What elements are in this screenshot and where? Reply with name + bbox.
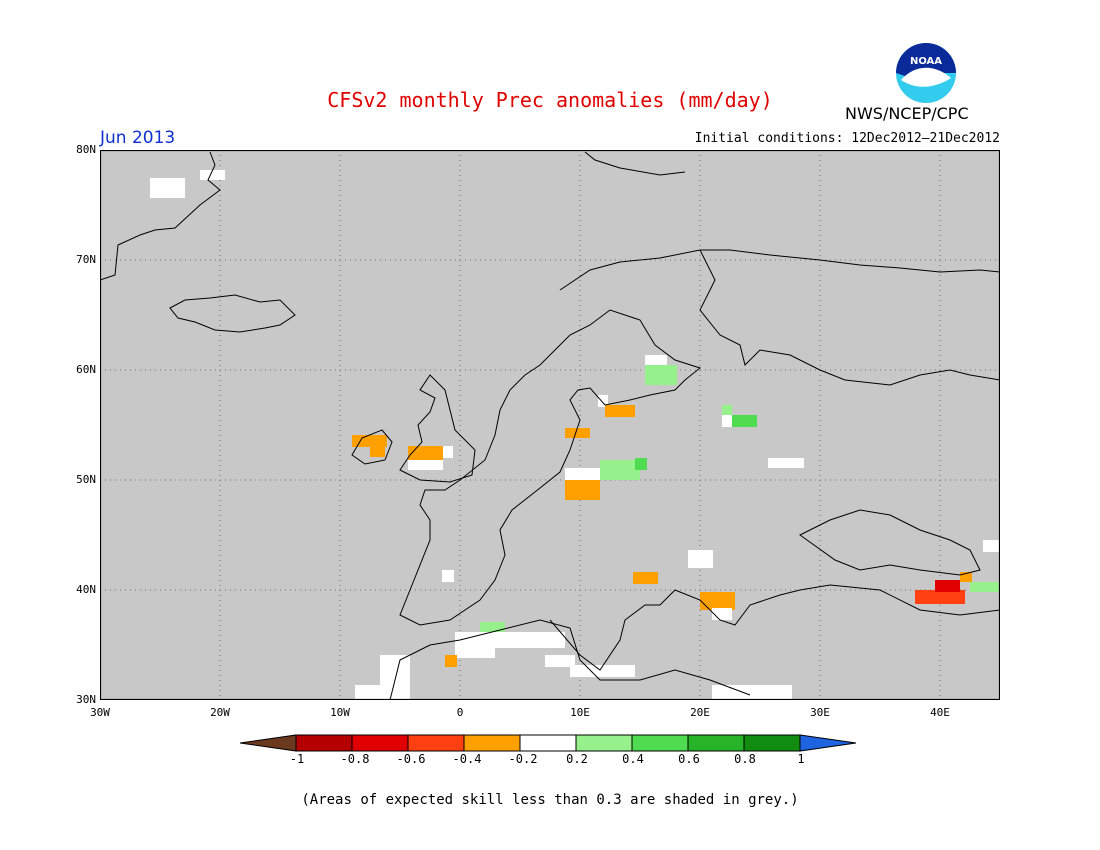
anomaly-cells <box>150 170 1000 700</box>
colorbar-segment <box>575 734 633 752</box>
colorbar-arrow-high <box>799 734 857 752</box>
colorbar-tick-label: 0.6 <box>678 752 700 766</box>
lon-label: 30E <box>810 706 830 719</box>
lat-label: 40N <box>76 583 96 596</box>
colorbar-segment <box>407 734 465 752</box>
colorbar-segment <box>743 734 801 752</box>
colorbar-tick-label: -0.6 <box>396 752 426 766</box>
colorbar-segment <box>519 734 577 752</box>
colorbar-tick-label: 0.4 <box>622 752 644 766</box>
lon-label: 10W <box>330 706 350 719</box>
colorbar-tick-label: -1 <box>289 752 305 766</box>
graticule <box>100 150 1000 700</box>
logo-text: NOAA <box>910 56 942 67</box>
lat-label: 50N <box>76 473 96 486</box>
lat-label: 30N <box>76 693 96 706</box>
colorbar-tick-label: 1 <box>797 752 805 766</box>
map-frame <box>100 150 1000 700</box>
forecast-month: Jun 2013 <box>100 128 176 148</box>
coastlines <box>100 151 1000 700</box>
map-panel <box>100 150 1000 700</box>
lat-label: 70N <box>76 253 96 266</box>
colorbar-tick-label: -0.4 <box>452 752 482 766</box>
colorbar-arrow-low <box>240 734 297 752</box>
colorbar-segment <box>687 734 745 752</box>
colorbar-segment <box>295 734 353 752</box>
map-background <box>100 150 1000 700</box>
lon-label: 20W <box>210 706 230 719</box>
colorbar-segment <box>631 734 689 752</box>
chart-title: CFSv2 monthly Prec anomalies (mm/day) <box>327 88 773 112</box>
initial-conditions: Initial conditions: 12Dec2012–21Dec2012 <box>694 131 1000 146</box>
lat-label: 60N <box>76 363 96 376</box>
colorbar <box>240 734 857 752</box>
footnote: (Areas of expected skill less than 0.3 a… <box>301 792 799 808</box>
lon-label: 30W <box>90 706 110 719</box>
colorbar-tick-label: -0.2 <box>508 752 538 766</box>
lat-label: 80N <box>76 143 96 156</box>
colorbar-segment <box>351 734 409 752</box>
colorbar-tick-label: 0.2 <box>566 752 588 766</box>
noaa-logo: NOAA <box>896 43 956 103</box>
lon-label: 0 <box>456 706 464 719</box>
lon-label: 40E <box>930 706 950 719</box>
colorbar-tick-label: -0.8 <box>340 752 370 766</box>
lon-label: 20E <box>690 706 710 719</box>
agency-label: NWS/NCEP/CPC <box>845 104 969 123</box>
colorbar-tick-label: 0.8 <box>734 752 756 766</box>
colorbar-segment <box>463 734 521 752</box>
lon-label: 10E <box>570 706 590 719</box>
